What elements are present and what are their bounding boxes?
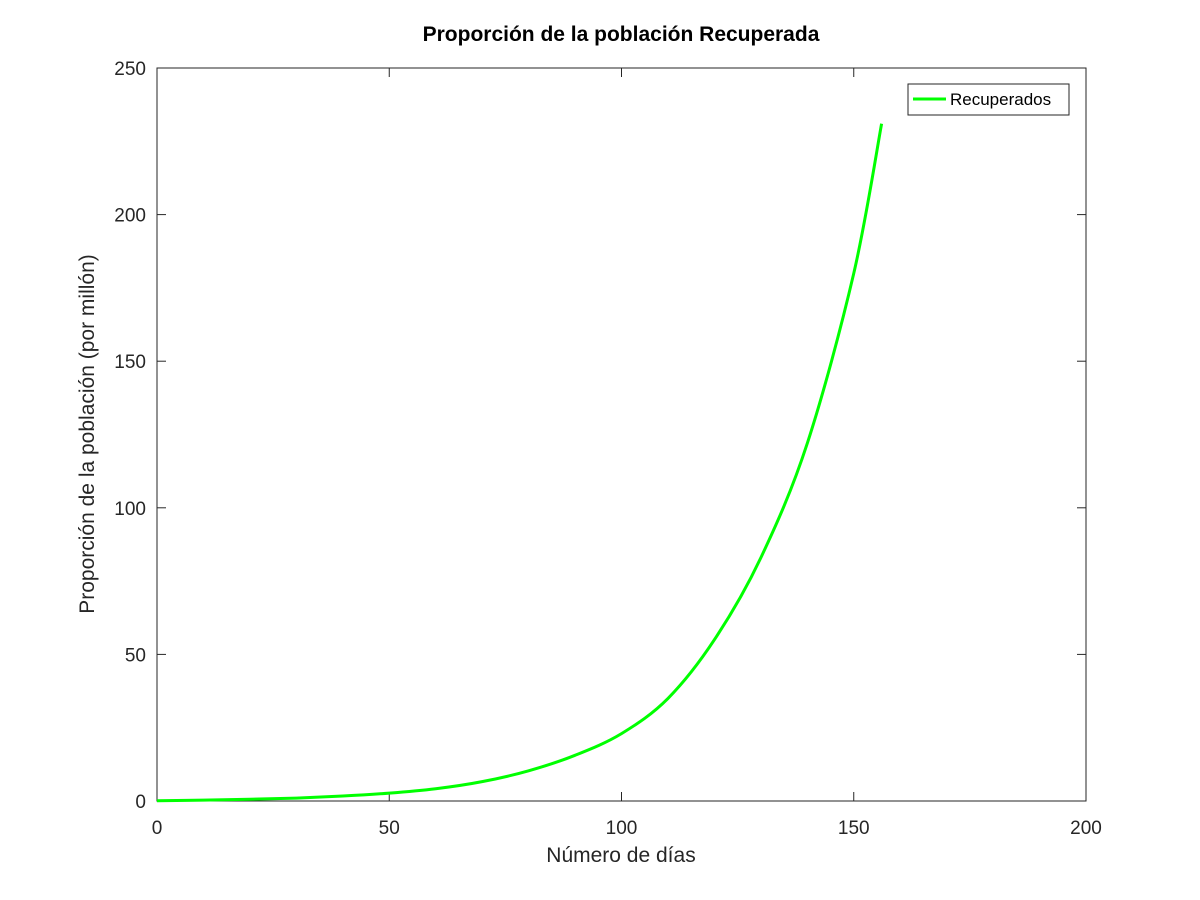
series-line-0: [156, 123, 884, 803]
x-tick-label: 50: [379, 818, 400, 839]
x-tick-label: 150: [838, 818, 870, 839]
y-axis-label: Proporción de la población (por millón): [76, 254, 99, 614]
y-tick-label: 150: [114, 352, 146, 373]
y-tick-label: 100: [114, 499, 146, 520]
y-tick-label: 200: [114, 206, 146, 227]
y-tick-label: 50: [125, 645, 146, 666]
chart-title: Proporción de la población Recuperada: [423, 23, 820, 46]
axis-ticks: 0 50 100 150 200 0 50 100 150 200 250: [114, 59, 1102, 839]
x-tick-label: 100: [606, 818, 638, 839]
x-tick-label: 200: [1070, 818, 1102, 839]
x-axis-label: Número de días: [546, 844, 695, 867]
y-tick-label: 0: [135, 792, 146, 813]
legend-entry-recuperados: Recuperados: [950, 90, 1051, 109]
plot-area: [156, 67, 1087, 802]
y-tick-label: 250: [114, 59, 146, 80]
legend: Recuperados: [907, 83, 1070, 116]
x-tick-label: 0: [152, 818, 163, 839]
series-layer: [156, 123, 884, 803]
